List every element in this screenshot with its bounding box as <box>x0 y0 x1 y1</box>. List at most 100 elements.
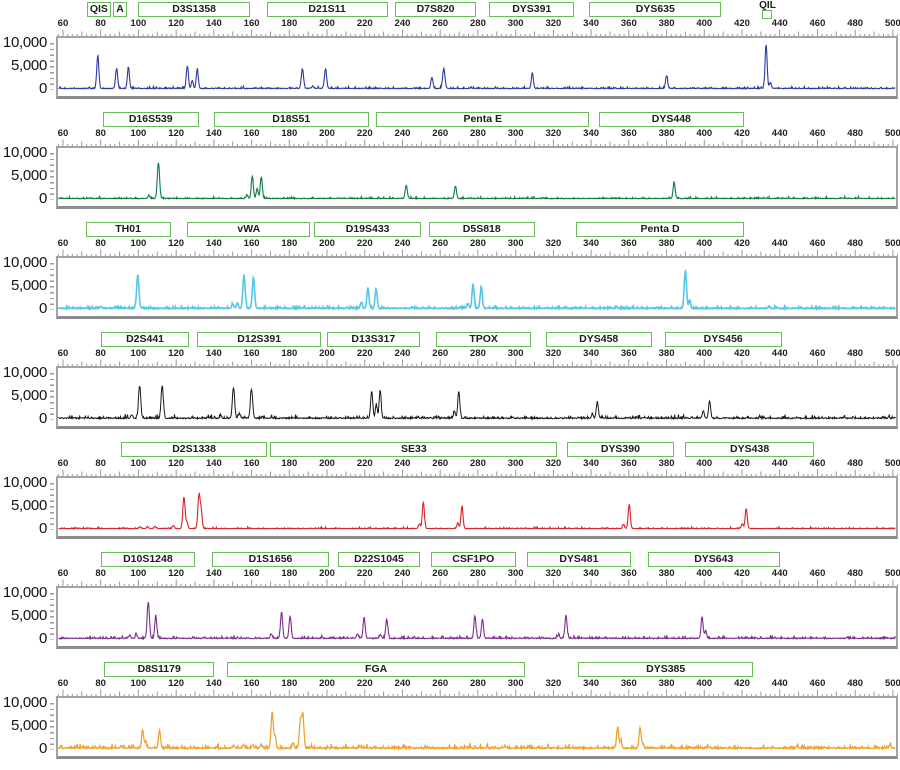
x-axis-tick-label: 240 <box>394 347 411 359</box>
x-axis-tick-label: 220 <box>356 457 373 469</box>
x-axis-tick-label: 140 <box>205 677 222 689</box>
y-axis-label: 10,000 <box>2 694 47 711</box>
x-axis-tick-label: 280 <box>470 567 486 579</box>
x-axis-tick-label: 160 <box>243 237 260 249</box>
y-axis-minor-ticks <box>50 373 54 420</box>
x-axis-tick-label: 380 <box>658 237 675 249</box>
plot-area-orange <box>56 696 898 759</box>
x-axis-tick-label: 360 <box>620 457 637 469</box>
x-axis-tick-label: 200 <box>319 237 335 249</box>
marker-box-D12S391: D12S391 <box>196 332 322 347</box>
y-axis-label: 5,000 <box>10 57 47 74</box>
x-axis-tick-label: 100 <box>130 677 147 689</box>
x-axis-tick-label: 300 <box>507 237 524 249</box>
x-axis-tick-label: 120 <box>168 17 185 29</box>
marker-box-D18S51: D18S51 <box>213 112 369 127</box>
x-axis-tick-label: 260 <box>432 17 449 29</box>
x-axis-tick-label: 300 <box>507 17 524 29</box>
x-axis-tick-label: 320 <box>545 567 562 579</box>
x-axis-tick-label: 60 <box>57 457 69 469</box>
marker-box-DYS635: DYS635 <box>589 2 722 17</box>
x-axis-tick-label: 280 <box>470 237 486 249</box>
y-axis-label: 10,000 <box>2 584 47 601</box>
x-axis-tick-label: 160 <box>243 17 260 29</box>
x-axis-tick-label: 240 <box>394 457 411 469</box>
x-axis-tick-label: 140 <box>205 237 222 249</box>
y-axis-label: 10,000 <box>2 254 47 271</box>
x-axis-tick-label: 220 <box>356 677 373 689</box>
x-axis-tick-label: 480 <box>847 237 864 249</box>
x-axis-tick-label: 260 <box>432 127 449 139</box>
x-axis-tick-label: 480 <box>847 677 864 689</box>
x-axis-tick-label: 280 <box>470 127 486 139</box>
x-axis-tick-label: 220 <box>356 237 373 249</box>
x-axis-tick-label: 220 <box>356 347 373 359</box>
marker-box-D19S433: D19S433 <box>313 222 422 237</box>
panel-plot-region: TH01 vWA D19S433 D5S818 Penta D 60 80 100 120 140… <box>56 220 900 330</box>
y-axis-label: 5,000 <box>10 387 47 404</box>
y-axis-label: 0 <box>38 630 47 647</box>
plot-area-aqua <box>56 256 898 319</box>
marker-box-D2S1338: D2S1338 <box>121 442 267 457</box>
x-axis-tick-label: 180 <box>281 347 298 359</box>
dna-trace-aqua <box>58 268 896 312</box>
marker-box-Penta E: Penta E <box>376 112 590 127</box>
x-axis-tick-label: 140 <box>205 127 222 139</box>
x-axis-ticks <box>57 579 898 586</box>
x-axis-tick-label: 320 <box>545 17 562 29</box>
x-axis-tick-label: 260 <box>432 567 449 579</box>
x-axis-tick-label: 200 <box>319 457 335 469</box>
marker-box-QIL <box>762 9 773 19</box>
x-axis-tick-label: 440 <box>771 567 788 579</box>
dye-panel-red: 10,000 5,000 0 D2S1338 SE33 DYS390 DYS438 60 80 1… <box>0 440 900 550</box>
x-axis-tick-label: 400 <box>696 127 713 139</box>
x-axis-tick-label: 220 <box>356 567 373 579</box>
x-axis-tick-label: 100 <box>130 567 147 579</box>
x-axis-tick-label: 140 <box>205 347 222 359</box>
marker-box-DYS481: DYS481 <box>526 552 631 567</box>
marker-box-D8S1179: D8S1179 <box>104 662 214 677</box>
marker-box-DYS448: DYS448 <box>598 112 744 127</box>
x-axis-tick-label: 240 <box>394 237 411 249</box>
x-axis-tick-label: 420 <box>734 457 750 469</box>
x-axis-tick-label: 460 <box>809 567 826 579</box>
plot-area-green <box>56 146 898 209</box>
marker-box-DYS456: DYS456 <box>664 332 782 347</box>
y-axis-label: 5,000 <box>10 607 47 624</box>
x-axis-tick-label: 380 <box>658 457 675 469</box>
marker-box-D21S11: D21S11 <box>266 2 388 17</box>
dna-trace-orange <box>58 711 896 752</box>
x-axis-tick-label: 320 <box>545 677 562 689</box>
x-axis-tick-label: 320 <box>545 457 562 469</box>
y-axis-label: 5,000 <box>10 277 47 294</box>
y-axis-label: 10,000 <box>2 474 47 491</box>
x-axis-tick-label: 60 <box>57 567 69 579</box>
x-axis-tick-label: 280 <box>470 347 486 359</box>
x-axis-tick-label: 380 <box>658 347 675 359</box>
marker-box-D3S1358: D3S1358 <box>138 2 250 17</box>
plot-area-black <box>56 366 898 429</box>
x-axis-ticks <box>57 249 898 256</box>
marker-box-A: A <box>112 2 128 17</box>
x-axis-tick-label: 120 <box>168 347 185 359</box>
x-axis-tick-label: 420 <box>734 567 750 579</box>
x-axis-tick-label: 440 <box>771 127 788 139</box>
x-axis-tick-label: 400 <box>696 677 713 689</box>
x-axis-tick-label: 340 <box>583 567 600 579</box>
x-axis-tick-label: 320 <box>545 347 562 359</box>
trace-plot-green <box>58 162 896 201</box>
x-axis-tick-label: 80 <box>95 237 106 249</box>
marker-box-D7S820: D7S820 <box>394 2 477 17</box>
x-axis-tick-label: 360 <box>620 17 637 29</box>
x-axis-tick-label: 340 <box>583 677 600 689</box>
x-axis-tick-label: 400 <box>696 457 713 469</box>
y-axis-label: 0 <box>38 410 47 427</box>
x-axis-ticks <box>57 689 898 696</box>
panel-plot-region: D2S1338 SE33 DYS390 DYS438 60 80 100 120 140 160 1… <box>56 440 900 550</box>
x-axis-tick-label: 340 <box>583 127 600 139</box>
y-axis-label: 0 <box>38 190 47 207</box>
x-axis-tick-label: 240 <box>394 567 411 579</box>
dye-panel-black: 10,000 5,000 0 D2S441 D12S391 D13S317 TPOX DYS4… <box>0 330 900 440</box>
x-axis-tick-label: 460 <box>809 127 826 139</box>
x-axis-tick-label: 180 <box>281 457 298 469</box>
